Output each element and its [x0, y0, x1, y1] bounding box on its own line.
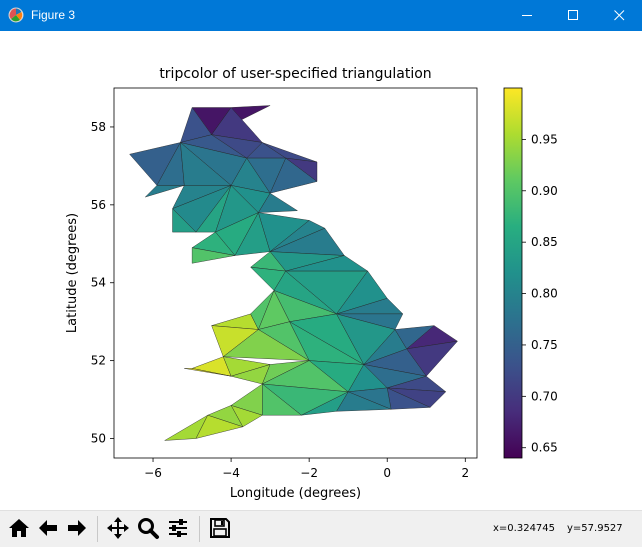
- cursor-y-readout: y=57.9527: [567, 523, 623, 534]
- forward-arrow-icon: [68, 520, 86, 536]
- pan-icon: [107, 517, 129, 539]
- triangle-cell: [144, 185, 185, 198]
- triangle-cell: [301, 391, 349, 416]
- triangle-cell: [172, 208, 197, 233]
- minimize-button[interactable]: [504, 0, 550, 31]
- home-button[interactable]: [6, 515, 32, 541]
- figure-canvas[interactable]: −6 −4 −2 0 2 50 52 54 56 58 tripcolor of user-sp…: [0, 31, 642, 510]
- colorbar-tick-label: 0.65: [531, 441, 558, 455]
- chart-title: tripcolor of user-specified triangulatio…: [159, 66, 431, 82]
- configure-subplots-button[interactable]: [165, 515, 191, 541]
- triangle-cell: [195, 415, 244, 439]
- colorbar-tick-label: 0.70: [531, 389, 558, 403]
- x-tick-label: −6: [144, 466, 162, 480]
- save-icon: [210, 518, 230, 538]
- triangle-cell: [258, 192, 298, 213]
- colorbar-tick-label: 0.85: [531, 235, 558, 249]
- maximize-icon: [568, 10, 578, 20]
- y-axis-ticks: 50 52 54 56 58: [91, 120, 114, 446]
- x-axis-ticks: −6 −4 −2 0 2: [144, 458, 469, 480]
- close-button[interactable]: [596, 0, 642, 31]
- x-tick-label: 2: [461, 466, 469, 480]
- colorbar-tick-label: 0.90: [531, 184, 558, 198]
- zoom-button[interactable]: [135, 515, 161, 541]
- save-button[interactable]: [207, 515, 233, 541]
- back-button[interactable]: [35, 515, 61, 541]
- home-icon: [9, 519, 29, 537]
- triangle-cell: [184, 368, 232, 377]
- axes-frame: [113, 87, 478, 459]
- toolbar-separator: [97, 516, 98, 542]
- window-titlebar: Figure 3: [0, 0, 642, 31]
- y-tick-label: 56: [91, 198, 106, 212]
- cursor-x-readout: x=0.324745: [493, 523, 556, 534]
- y-tick-label: 50: [91, 432, 106, 446]
- y-axis-label: Latitude (degrees): [65, 213, 80, 333]
- minimize-icon: [522, 15, 532, 16]
- triangle-cell: [191, 247, 236, 264]
- colorbar-ticks: 0.65 0.70 0.75 0.80 0.85 0.90 0.95: [522, 132, 558, 455]
- close-icon: [614, 10, 625, 21]
- toolbar-separator: [199, 516, 200, 542]
- back-arrow-icon: [39, 520, 57, 536]
- pan-button[interactable]: [105, 515, 131, 541]
- triangle-cell: [223, 329, 310, 361]
- y-tick-label: 58: [91, 120, 106, 134]
- x-tick-label: −4: [222, 466, 240, 480]
- colorbar-tick-label: 0.95: [531, 132, 558, 146]
- navigation-toolbar: x=0.324745 y=57.9527: [0, 510, 642, 547]
- configure-subplots-icon: [169, 519, 187, 537]
- zoom-icon: [138, 518, 159, 539]
- x-axis-label: Longitude (degrees): [230, 486, 361, 501]
- matplotlib-app-icon: [8, 7, 24, 23]
- triangulation-mesh: [129, 105, 458, 441]
- colorbar-tick-label: 0.75: [531, 338, 558, 352]
- colorbar-tick-label: 0.80: [531, 287, 558, 301]
- x-tick-label: 0: [383, 466, 391, 480]
- x-tick-label: −2: [300, 466, 318, 480]
- window-title: Figure 3: [31, 8, 76, 22]
- y-tick-label: 52: [91, 354, 106, 368]
- forward-button[interactable]: [64, 515, 90, 541]
- y-tick-label: 54: [91, 276, 106, 290]
- maximize-button[interactable]: [550, 0, 596, 31]
- colorbar: [503, 87, 523, 459]
